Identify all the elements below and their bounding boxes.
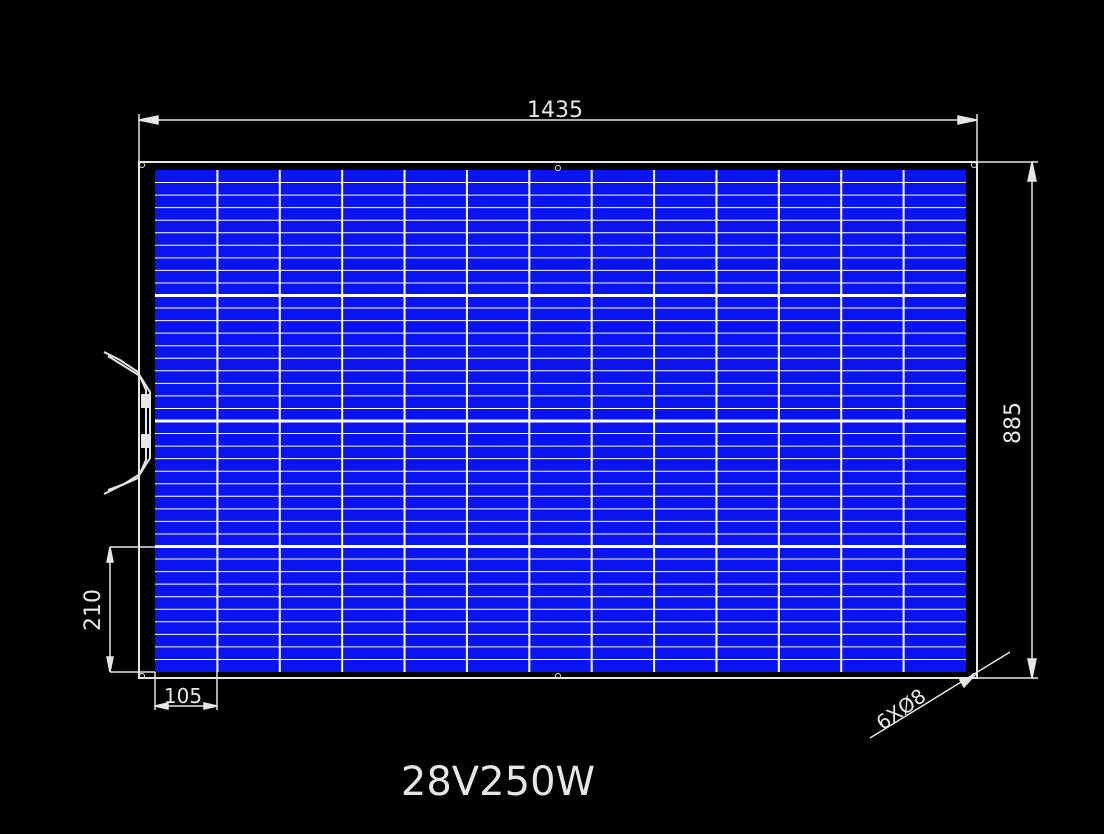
cable [103,351,151,495]
cell-width-label: 105 [164,684,202,708]
hole-leader [869,651,1011,739]
product-label: 28V250W [401,759,595,805]
cell-height-label: 210 [81,589,106,631]
width-label: 1435 [527,98,583,123]
height-label: 885 [1001,402,1026,444]
cell-width-dimension [154,672,218,710]
cell-height-dimension [106,546,155,673]
height-dimension [977,161,1038,679]
width-dimension [138,114,978,162]
cell-grid [155,170,966,672]
mounting-holes [139,162,977,679]
